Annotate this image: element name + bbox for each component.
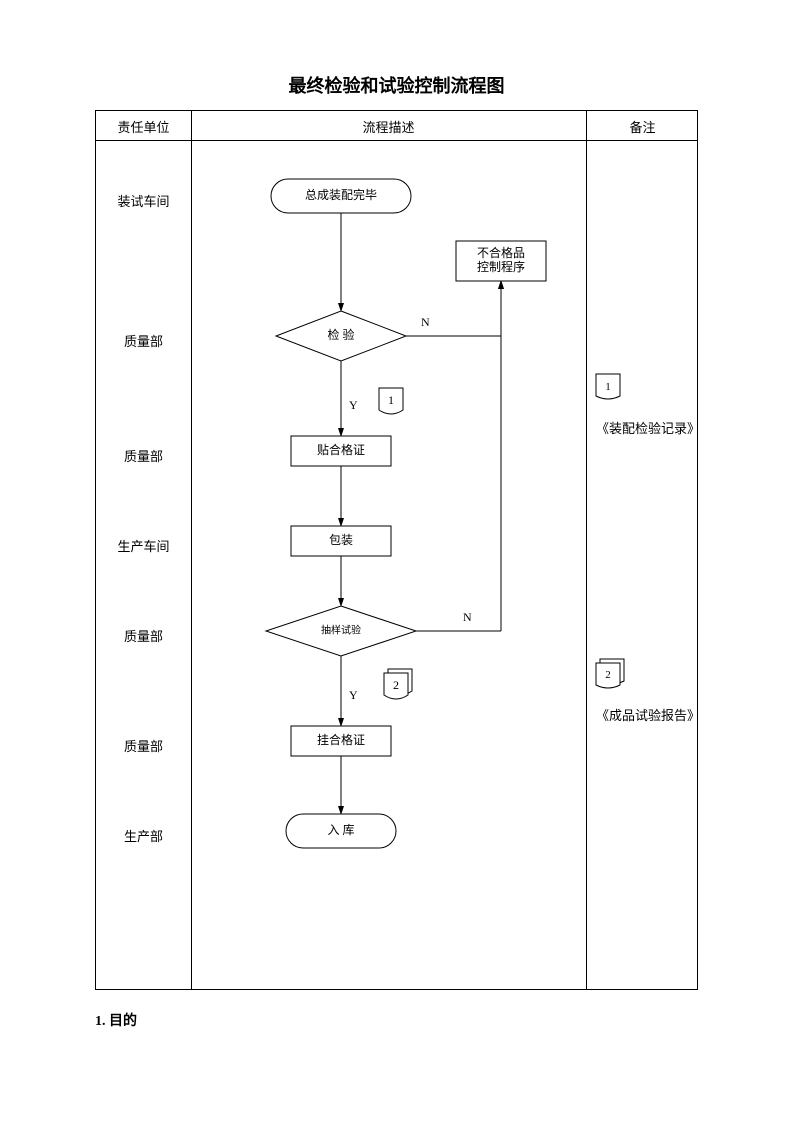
flow-node-inspect: 检 验 [276, 311, 406, 361]
svg-text:不合格品: 不合格品 [477, 245, 525, 260]
dept-label: 质量部 [96, 331, 191, 350]
svg-text:Y: Y [349, 688, 358, 702]
flow-node-pack: 包装 [291, 526, 391, 556]
svg-text:总成装配完毕: 总成装配完毕 [305, 187, 377, 202]
dept-label: 质量部 [96, 736, 191, 755]
header-remark: 备注 [586, 111, 699, 141]
footer-heading: 1. 目的 [95, 1010, 137, 1030]
flowchart-canvas: N Y N Y 总成装配完毕不合格品控制程序检 验 1 贴合格证包装抽样试验 2 挂合格证入 库 [191, 141, 586, 991]
svg-text:N: N [463, 610, 472, 624]
svg-text:检 验: 检 验 [327, 327, 354, 342]
flow-node-sample: 抽样试验 [266, 606, 416, 656]
svg-text:挂合格证: 挂合格证 [317, 732, 365, 747]
flow-node-start: 总成装配完毕 [271, 179, 411, 213]
svg-text:1: 1 [605, 381, 611, 393]
header-row: 责任单位 流程描述 备注 [96, 111, 697, 141]
page-title: 最终检验和试验控制流程图 [0, 72, 793, 98]
dept-label: 质量部 [96, 446, 191, 465]
svg-text:N: N [421, 315, 430, 329]
flow-node-nc: 不合格品控制程序 [456, 241, 546, 281]
flow-node-cert1: 贴合格证 [291, 436, 391, 466]
dept-label: 生产车间 [96, 536, 191, 555]
remark-item: 2 《成品试验报告》 [596, 659, 697, 724]
svg-text:Y: Y [349, 398, 358, 412]
dept-label: 生产部 [96, 826, 191, 845]
flow-node-doc2: 2 [384, 669, 412, 699]
table-frame: 责任单位 流程描述 备注 装试车间质量部质量部生产车间质量部质量部生产部 NYN… [95, 110, 698, 990]
dept-label: 装试车间 [96, 191, 191, 210]
svg-text:控制程序: 控制程序 [477, 259, 525, 274]
header-dept: 责任单位 [96, 111, 191, 141]
svg-text:贴合格证: 贴合格证 [317, 442, 365, 457]
flow-node-doc1: 1 [379, 388, 403, 414]
flow-node-end: 入 库 [286, 814, 396, 848]
svg-text:入 库: 入 库 [327, 822, 354, 837]
svg-text:2: 2 [605, 669, 611, 681]
svg-text:1: 1 [388, 393, 394, 407]
svg-text:抽样试验: 抽样试验 [321, 623, 361, 636]
flow-node-cert2: 挂合格证 [291, 726, 391, 756]
svg-text:包装: 包装 [329, 533, 353, 547]
svg-text:2: 2 [393, 678, 399, 692]
dept-label: 质量部 [96, 626, 191, 645]
header-flow: 流程描述 [191, 111, 586, 141]
remark-item: 1 《装配检验记录》 [596, 374, 697, 437]
column-separator [586, 111, 587, 989]
